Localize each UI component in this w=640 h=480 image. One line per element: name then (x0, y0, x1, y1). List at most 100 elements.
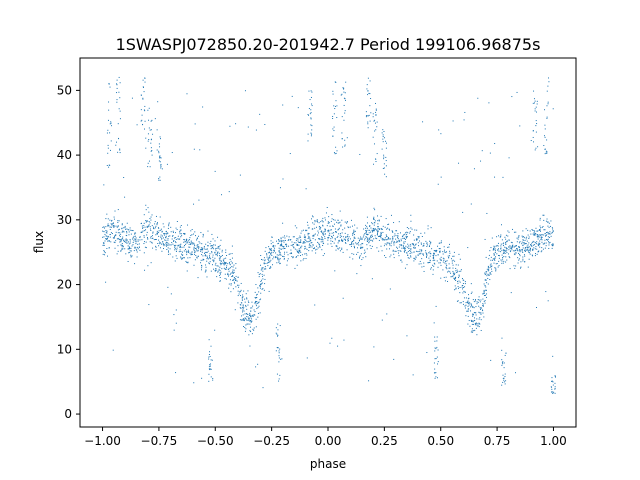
data-point (105, 238, 107, 240)
data-point (367, 121, 369, 123)
data-point (407, 250, 409, 252)
data-point (380, 215, 382, 217)
data-point (367, 123, 369, 125)
data-point (378, 228, 380, 230)
data-point (305, 239, 307, 241)
data-point (405, 245, 407, 247)
data-point (335, 146, 337, 148)
data-point (324, 238, 326, 240)
data-point (159, 161, 161, 163)
data-point (167, 286, 169, 288)
data-point (226, 268, 228, 270)
data-point (259, 273, 261, 275)
data-point (161, 230, 163, 232)
data-point (145, 241, 147, 243)
chart-title: 1SWASPJ072850.20-201942.7 Period 199106.… (116, 35, 541, 54)
data-point (546, 231, 548, 233)
data-point (277, 243, 279, 245)
data-point (116, 238, 118, 240)
data-point (167, 245, 169, 247)
data-point (479, 317, 481, 319)
data-point (373, 120, 375, 122)
data-point (319, 228, 321, 230)
data-point (215, 254, 217, 256)
data-point (232, 275, 234, 277)
data-point (491, 270, 493, 272)
data-point (172, 243, 174, 245)
data-point (372, 240, 374, 242)
data-point (550, 225, 552, 227)
data-point (225, 251, 227, 253)
data-point (133, 238, 135, 240)
data-point (108, 247, 110, 249)
data-point (390, 254, 392, 256)
data-point (376, 234, 378, 236)
data-point (175, 372, 177, 374)
data-point (506, 248, 508, 250)
data-point (150, 139, 152, 141)
data-point (316, 219, 318, 221)
data-point (434, 377, 436, 379)
data-point (342, 297, 344, 299)
data-point (494, 248, 496, 250)
data-point (365, 115, 367, 117)
data-point (380, 237, 382, 239)
data-point (539, 229, 541, 231)
data-point (149, 226, 151, 228)
data-point (308, 236, 310, 238)
data-point (283, 253, 285, 255)
data-point (266, 254, 268, 256)
data-point (173, 240, 174, 242)
data-point (440, 259, 442, 261)
data-point (310, 90, 312, 92)
data-point (499, 236, 501, 238)
data-point (529, 253, 531, 255)
data-point (209, 256, 211, 258)
data-point (434, 347, 436, 349)
data-point (369, 245, 371, 247)
data-point (206, 257, 208, 259)
data-point (463, 119, 465, 121)
data-point (157, 227, 159, 229)
data-point (162, 243, 164, 245)
data-point (404, 248, 406, 250)
data-point (212, 238, 214, 240)
data-point (133, 240, 135, 242)
data-point (279, 248, 281, 250)
data-point (502, 257, 504, 259)
data-point (140, 231, 142, 233)
data-point (520, 261, 522, 263)
data-point (121, 231, 123, 233)
data-point (483, 283, 485, 285)
data-point (258, 273, 260, 275)
data-point (459, 281, 461, 283)
data-point (357, 251, 359, 253)
data-point (262, 278, 264, 280)
data-point (296, 244, 298, 246)
data-point (540, 238, 542, 240)
data-point (159, 155, 161, 157)
data-point (124, 241, 126, 243)
data-point (145, 147, 147, 149)
data-point (548, 77, 550, 79)
data-point (118, 76, 120, 78)
data-point (462, 303, 464, 305)
data-point (539, 243, 541, 245)
data-point (217, 248, 219, 250)
data-point (309, 239, 311, 241)
data-point (228, 268, 230, 270)
data-point (174, 246, 176, 248)
data-point (219, 280, 221, 282)
data-point (312, 216, 314, 218)
data-point (126, 231, 128, 233)
data-point (193, 249, 195, 251)
data-point (487, 265, 489, 267)
data-point (151, 241, 153, 243)
data-point (341, 238, 343, 240)
data-point (385, 147, 387, 149)
data-point (546, 90, 548, 92)
data-point (337, 219, 339, 221)
data-point (243, 326, 244, 328)
data-point (116, 83, 118, 85)
data-point (437, 245, 439, 247)
